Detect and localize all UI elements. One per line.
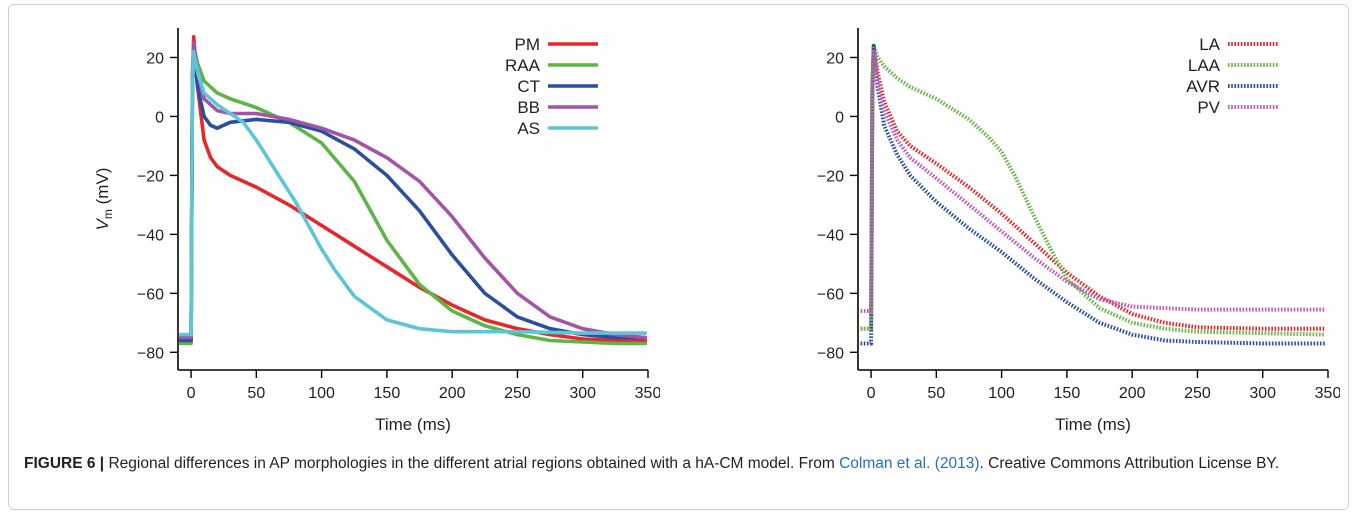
citation-link[interactable]: Colman et al. (2013) [839, 455, 980, 472]
figure-frame [8, 4, 1349, 510]
chart1-x-axis-label: Time (ms) [375, 415, 451, 434]
chart1-y-axis-label: Vm (mV) [93, 168, 115, 231]
chart1-legend-label: PM [515, 35, 541, 54]
chart1-x-tick-label: 200 [439, 385, 466, 402]
chart1-x-tick-label: 50 [247, 385, 265, 402]
chart1-legend-label: AS [517, 119, 540, 138]
chart2-y-tick-label: 20 [826, 50, 844, 67]
figure-label: FIGURE 6 | [24, 455, 105, 472]
chart2-legend-label: LAA [1188, 56, 1221, 75]
caption-text-end: . Creative Commons Attribution License B… [979, 455, 1280, 472]
chart-left: 0 50 100 150 200 250 300 350 −80 −60 −40 −20 0 20 Time… [93, 28, 660, 434]
chart1-legend-label: BB [517, 98, 540, 117]
chart1-y-tick-label: 0 [155, 109, 164, 126]
chart1-x-tick-label: 100 [308, 385, 335, 402]
chart2-x-tick-label: 100 [988, 385, 1015, 402]
chart2-legend-label: PV [1197, 98, 1220, 117]
chart1-legend-label: CT [517, 77, 540, 96]
figure-caption: FIGURE 6 | Regional differences in AP mo… [24, 453, 1324, 475]
chart1-x-tick-label: 300 [569, 385, 596, 402]
chart2-x-tick-label: 200 [1119, 385, 1146, 402]
chart2-x-axis-label: Time (ms) [1055, 415, 1131, 434]
chart-right: 0 50 100 150 200 250 300 350 −80 −60 −40 −20 0 20 Time… [817, 28, 1340, 434]
chart1-series-as [178, 49, 648, 337]
chart2-x-tick-label: 350 [1315, 385, 1340, 402]
chart2-series-la [860, 43, 1326, 331]
chart2-series-laa [860, 43, 1326, 337]
chart1-y-tick-label: −20 [137, 168, 164, 185]
chart1-x-tick-label: 150 [374, 385, 401, 402]
chart1-x-tick-label: 0 [187, 385, 196, 402]
chart2-y-tick-label: −40 [817, 227, 844, 244]
chart1-series-raa [178, 43, 648, 346]
chart1-series-pm [178, 35, 648, 343]
chart2-legend-label: AVR [1186, 77, 1220, 96]
chart2-x-tick-label: 50 [927, 385, 945, 402]
chart2-y-tick-label: −60 [817, 286, 844, 303]
chart1-x-tick-label: 350 [635, 385, 660, 402]
chart2-x-tick-label: 250 [1184, 385, 1211, 402]
chart2-y-tick-label: −20 [817, 168, 844, 185]
chart2-x-tick-label: 150 [1054, 385, 1081, 402]
chart1-y-tick-label: 20 [146, 50, 164, 67]
chart2-series-avr [860, 43, 1326, 346]
chart2-y-tick-label: 0 [835, 109, 844, 126]
chart2-x-tick-label: 300 [1249, 385, 1276, 402]
chart1-x-tick-label: 250 [504, 385, 531, 402]
chart1-y-tick-label: −80 [137, 345, 164, 362]
chart1-series-ct [178, 49, 648, 343]
chart2-x-tick-label: 0 [867, 385, 876, 402]
chart2-series-pv [860, 49, 1326, 313]
caption-text: Regional differences in AP morphologies … [108, 455, 835, 472]
chart1-y-tick-label: −40 [137, 227, 164, 244]
chart2-y-tick-label: −80 [817, 345, 844, 362]
chart2-legend-label: LA [1199, 35, 1220, 54]
chart1-legend-label: RAA [505, 56, 541, 75]
chart1-y-tick-label: −60 [137, 286, 164, 303]
